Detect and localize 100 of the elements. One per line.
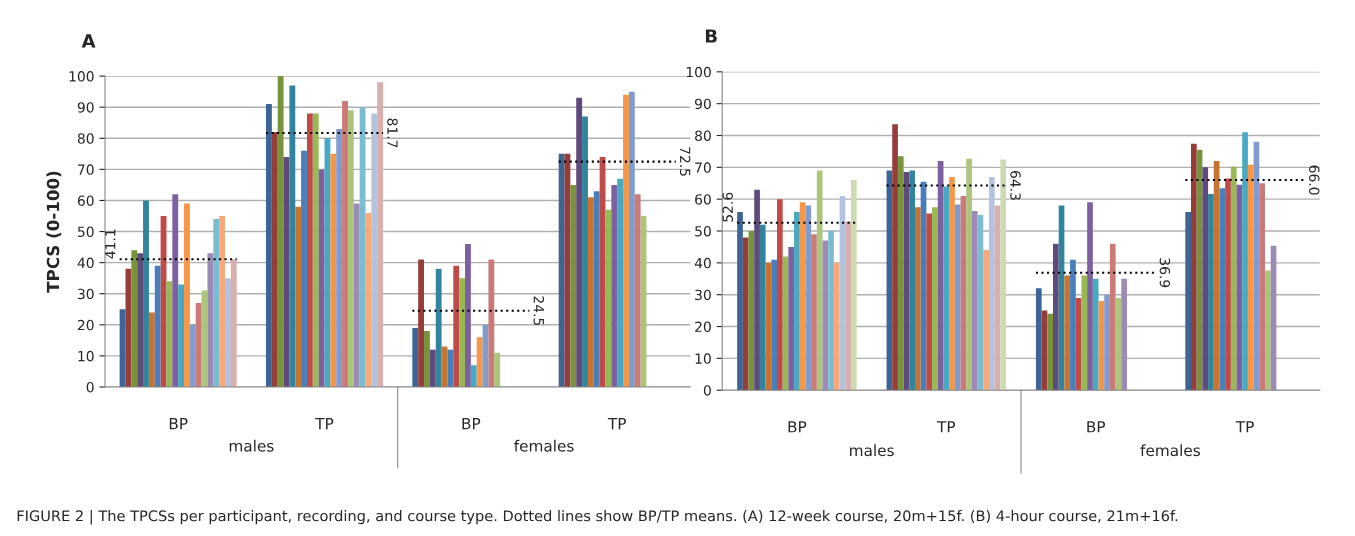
x-tick-label: BP	[1087, 421, 1106, 433]
bar	[119, 309, 126, 387]
text: males	[229, 439, 274, 452]
bar	[453, 265, 460, 387]
bar	[336, 128, 343, 387]
y-tick-label: 20	[695, 321, 711, 333]
y-tick-label: 20	[77, 319, 94, 331]
x-tick-label: TP	[936, 421, 956, 433]
x-tick-label: TP	[607, 418, 626, 430]
bar	[412, 327, 419, 387]
bar	[1202, 167, 1209, 391]
text: females	[1140, 444, 1200, 457]
ref-line-label: 81.7	[387, 118, 398, 148]
x-tick-label: TP	[1235, 421, 1254, 433]
y-tick-label: 40	[694, 257, 711, 269]
y-tick-label: 10	[78, 350, 94, 362]
bar	[623, 94, 629, 387]
y-tick-label: 40	[77, 257, 94, 269]
bar	[131, 250, 138, 387]
bar	[353, 203, 360, 387]
bar	[737, 211, 743, 391]
ref-line-label: 24.5	[533, 296, 545, 326]
bar	[271, 132, 278, 387]
bar	[1081, 275, 1088, 391]
bar	[605, 209, 612, 387]
bar	[347, 110, 354, 387]
bar	[312, 113, 319, 387]
y-tick-label: 100	[686, 66, 711, 78]
bar	[1219, 188, 1226, 391]
bar	[759, 224, 766, 391]
bar	[424, 331, 430, 387]
bar	[295, 206, 302, 387]
bar	[988, 176, 995, 391]
bar	[318, 169, 325, 387]
bar	[628, 91, 635, 387]
y-tick-label: 90	[77, 102, 94, 113]
bar	[805, 205, 812, 391]
bar	[166, 281, 173, 387]
bar	[470, 365, 477, 387]
bar	[811, 234, 817, 391]
bar	[833, 262, 840, 391]
x-tick-label: BP	[462, 418, 481, 430]
y-tick-label: 0	[703, 385, 711, 396]
y-tick-label: 60	[77, 195, 94, 206]
y-tick-label: 10	[695, 353, 711, 364]
bar	[1264, 270, 1271, 391]
text: males	[850, 444, 894, 457]
bar	[277, 76, 284, 387]
bar	[1208, 194, 1214, 391]
bar	[1225, 178, 1231, 391]
bar	[342, 100, 348, 387]
bar	[845, 221, 851, 391]
bar	[1185, 211, 1192, 391]
bar	[570, 184, 577, 387]
bar	[154, 265, 161, 387]
caption: FIGURE 2 | The TPCSs per participant, recording, and course type. Dotted lines show BP/TP means. (A) 12-week course, 20m+15f. (B) 4-hour course, 21m+16f.	[17, 509, 1178, 525]
x-tick-label: TP	[315, 418, 334, 430]
bar	[265, 104, 272, 387]
bar	[776, 199, 783, 391]
bar	[943, 186, 950, 391]
bar	[966, 158, 972, 391]
bar	[195, 303, 202, 387]
bar	[1109, 243, 1116, 391]
bar	[794, 211, 800, 391]
x-tick-label: BP	[788, 421, 807, 433]
bar	[465, 243, 471, 387]
ref-line-label: 66.0	[1309, 165, 1320, 195]
bar	[971, 210, 978, 391]
bar	[1242, 132, 1248, 391]
bar	[788, 246, 795, 391]
bar	[447, 349, 454, 387]
bar	[954, 204, 961, 391]
bar	[1035, 288, 1042, 391]
ref-line-label: 72.5	[679, 147, 691, 176]
bar	[742, 237, 749, 391]
bar	[137, 253, 144, 387]
bar	[909, 170, 915, 391]
bar	[576, 97, 583, 387]
bar	[558, 153, 565, 387]
bar	[219, 216, 226, 387]
bar	[617, 178, 624, 387]
bar	[476, 337, 483, 387]
chart-title: B	[705, 29, 717, 43]
y-tick-label: 70	[695, 162, 711, 173]
y-tick-label: 100	[69, 71, 94, 82]
ref-line-label: 52.6	[722, 192, 733, 222]
bar	[184, 203, 190, 387]
bar	[1092, 278, 1099, 391]
y-tick-label: 50	[77, 226, 94, 238]
bar	[148, 312, 155, 387]
bar	[207, 253, 214, 387]
bar	[371, 113, 378, 387]
bar	[230, 259, 237, 387]
bar	[1053, 243, 1059, 391]
bar	[435, 268, 442, 387]
y-tick-label: 80	[695, 130, 711, 141]
bar	[828, 231, 834, 391]
y-tick-label: 90	[695, 98, 711, 110]
ref-line-label: 36.9	[1159, 258, 1171, 288]
bar	[926, 213, 933, 391]
